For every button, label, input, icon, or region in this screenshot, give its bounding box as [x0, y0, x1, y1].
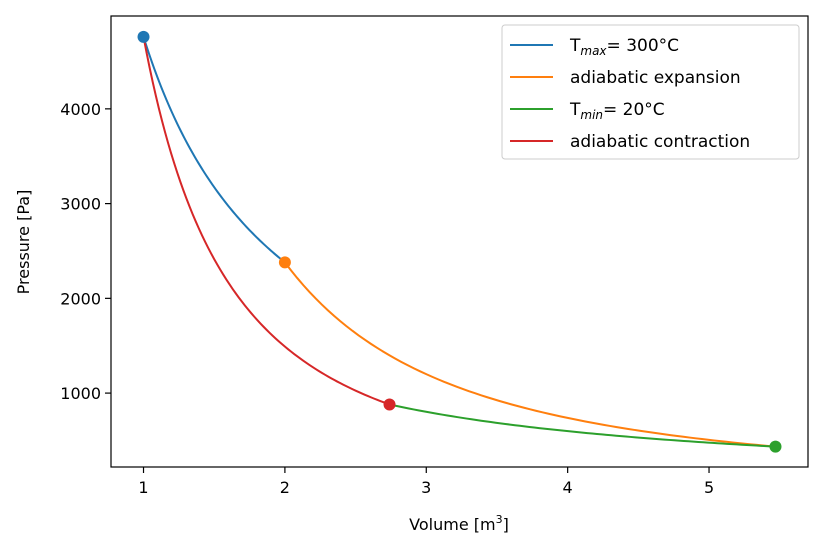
state-point-0: [137, 30, 150, 43]
x-tick-label: 1: [138, 478, 148, 497]
legend-label-tmin: Tmin= 20°C: [569, 100, 665, 122]
x-axis-label: Volume [m3]: [409, 513, 509, 534]
y-tick-label: 2000: [60, 289, 101, 308]
legend: Tmax= 300°C adiabatic expansion Tmin= 20…: [501, 24, 800, 160]
legend-box: [501, 24, 800, 160]
x-tick-label: 2: [280, 478, 290, 497]
x-axis: 1 2 3 4 5: [138, 467, 714, 497]
x-tick-label: 4: [563, 478, 573, 497]
y-axis-label: Pressure [Pa]: [14, 190, 33, 295]
y-axis: 1000 2000 3000 4000: [60, 100, 111, 403]
legend-label-adiabatic-contraction: adiabatic contraction: [570, 132, 750, 152]
y-tick-label: 4000: [60, 100, 101, 119]
points-layer: [137, 30, 782, 453]
legend-label-tmax: Tmax= 300°C: [569, 36, 679, 58]
legend-entry-adiabatic-expansion: adiabatic expansion: [510, 68, 741, 88]
state-point-3: [383, 398, 396, 411]
series-line-1: [284, 261, 776, 448]
legend-entry-tmax: Tmax= 300°C: [510, 36, 679, 58]
plot-frame: [110, 15, 809, 468]
series-line-0: [142, 36, 286, 264]
x-tick-label: 5: [704, 478, 714, 497]
y-tick-label: 3000: [60, 195, 101, 214]
series-line-3: [142, 36, 390, 406]
y-tick-label: 1000: [60, 384, 101, 403]
series-line-2: [389, 403, 776, 448]
legend-label-adiabatic-expansion: adiabatic expansion: [570, 68, 741, 88]
x-tick-label: 3: [421, 478, 431, 497]
legend-entry-tmin: Tmin= 20°C: [510, 100, 665, 122]
state-point-1: [278, 256, 291, 269]
series-layer: [142, 36, 776, 448]
legend-entry-adiabatic-contraction: adiabatic contraction: [510, 132, 750, 152]
state-point-2: [769, 440, 782, 453]
